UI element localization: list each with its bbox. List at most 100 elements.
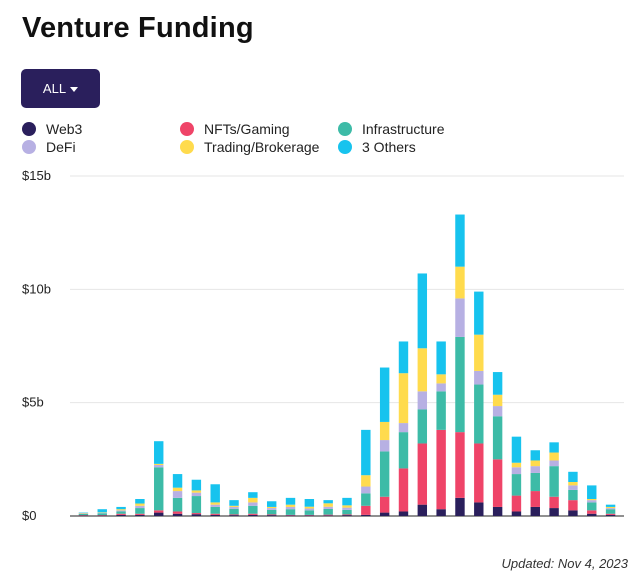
bar-segment [172,513,183,516]
bar-segment [191,492,202,497]
bar-segment [455,497,465,516]
bar-segment [266,515,277,516]
bar-segment [135,508,145,514]
bar-segment [587,499,597,501]
legend-dot-icon [22,140,36,154]
bar-segment [342,497,352,506]
bar-segment [229,500,239,506]
legend-item-3-others[interactable]: 3 Others [338,139,416,155]
bar-segment [116,514,126,516]
bar-segment [135,514,145,516]
bar-segment [285,509,296,515]
bar-segment [342,505,352,508]
bar-segment [455,432,465,498]
bar-segment [474,370,484,385]
bar-segment [436,509,446,516]
bar-segment [436,391,446,430]
bar-segment [191,479,202,491]
bar-segment [342,515,352,516]
bar-segment [530,466,540,473]
bar-segment [248,502,258,506]
bar-segment [116,509,126,511]
bar-segment [455,266,465,299]
bar-segment [549,442,559,453]
bar-segment [285,504,296,507]
bar-segment [172,491,183,498]
bar-segment [154,441,164,464]
bar-segment [417,391,428,410]
bar-segment [398,511,409,516]
bar-segment [455,336,465,433]
legend-label: Infrastructure [362,121,445,137]
bar-segment [398,373,409,424]
bar-segment [379,496,390,513]
bar-segment [549,460,559,467]
bar-segment [172,511,183,514]
legend-item-trading-brokerage[interactable]: Trading/Brokerage [180,139,319,155]
bar-segment [511,436,522,463]
bar-segment [417,443,428,505]
legend-item-defi[interactable]: DeFi [22,139,76,155]
bar-segment [304,506,315,509]
bar-segment [361,493,371,506]
bar-segment [587,500,597,503]
bar-segment [530,460,540,467]
bar-segment [116,510,126,512]
bar-segment [248,514,258,516]
bar-segment [323,500,333,504]
bar-segment [549,466,559,497]
bar-segment [342,514,352,516]
bar-segment [97,513,107,516]
bar-segment [361,475,371,487]
y-tick-label: $0 [22,508,36,523]
bar-segment [78,513,89,516]
bar-segment [229,515,239,516]
bar-segment [361,514,371,516]
bar-segment [248,513,258,515]
bar-segment [229,506,239,509]
bar-segment [323,515,333,516]
bar-segment [285,506,296,510]
bar-segment [474,502,484,516]
bar-segment [210,504,220,507]
bar-segment [605,506,616,509]
bar-segment [511,467,522,475]
legend-dot-icon [22,122,36,136]
bar-segment [398,341,409,374]
bar-segment [417,504,428,516]
bar-segment [417,409,428,444]
bar-segment [587,485,597,499]
legend-item-web3[interactable]: Web3 [22,121,82,137]
bar-segment [511,495,522,512]
bar-segment [135,505,145,509]
caret-down-icon [70,86,79,92]
bar-segment [474,334,484,371]
bar-segment [549,496,559,509]
bar-segment [605,508,616,510]
bar-segment [248,497,258,503]
bar-segment [266,514,277,516]
category-filter-dropdown[interactable]: ALL [21,69,100,108]
bar-segment [266,509,277,515]
legend-dot-icon [338,140,352,154]
bar-segment [116,513,126,515]
legend-item-infrastructure[interactable]: Infrastructure [338,121,444,137]
bar-segment [530,450,540,461]
bar-segment [417,348,428,392]
bar-segment [605,513,616,515]
bar-segment [511,474,522,496]
bar-segment [436,383,446,392]
legend-item-nfts-gaming[interactable]: NFTs/Gaming [180,121,290,137]
bar-segment [191,496,202,514]
bar-segment [342,509,352,515]
y-tick-label: $5b [22,395,44,410]
bar-segment [191,490,202,493]
legend-label: 3 Others [362,139,416,155]
bar-segment [172,487,183,492]
bar-segment [568,471,578,482]
legend-label: Web3 [46,121,83,137]
bar-segment [229,505,239,507]
bar-segment [361,505,371,515]
updated-timestamp: Updated: Nov 4, 2023 [501,556,628,571]
bar-segment [172,474,183,488]
